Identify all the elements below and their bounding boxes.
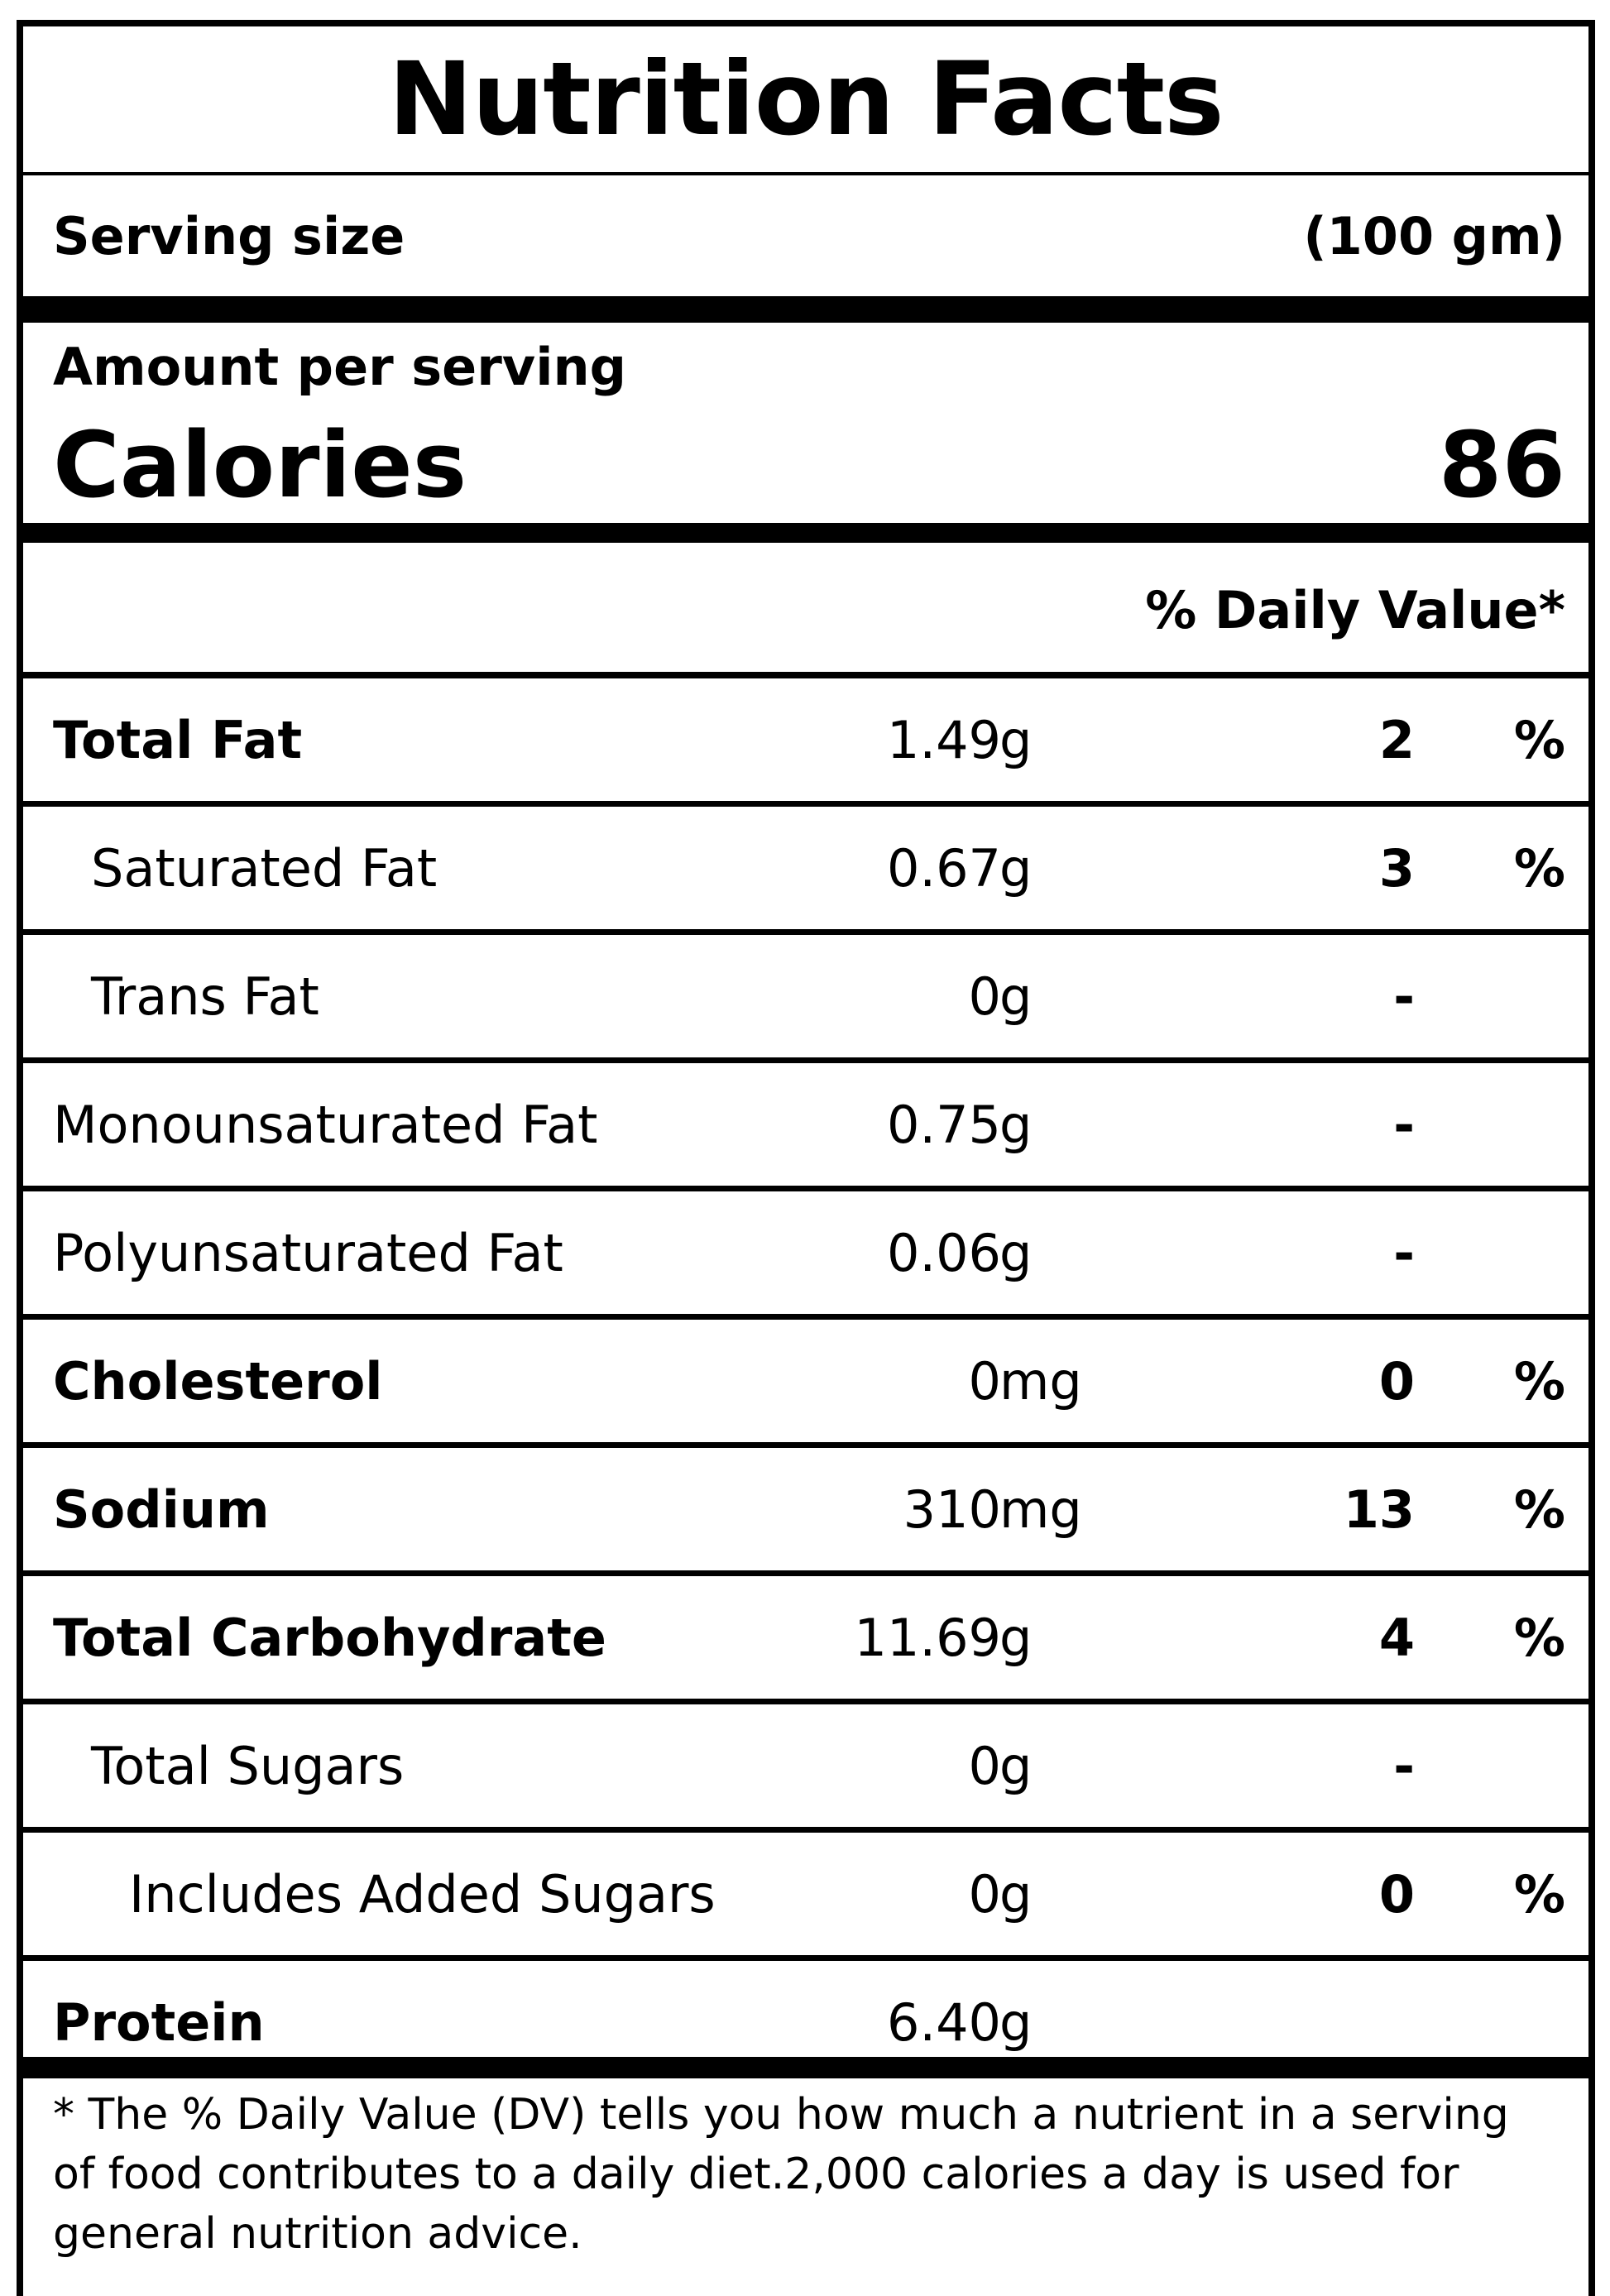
nutrient-unit: mg [999,1350,1082,1412]
nutrient-name: Monounsaturated Fat [53,1094,598,1155]
daily-value-number: - [1393,1222,1415,1283]
nutrient-row: Monounsaturated Fat 0.75 g - [23,1063,1588,1186]
nutrient-unit: g [999,1607,1033,1668]
daily-value-number: - [1393,1094,1415,1155]
nutrient-row: Polyunsaturated Fat 0.06 g - [23,1191,1588,1314]
nutrient-amount: 0 [968,1735,1001,1796]
nutrient-unit: mg [999,1479,1082,1540]
nutrient-amount: 0.06 [886,1222,1001,1283]
daily-value-percent-sign: % [1513,837,1565,899]
daily-value-percent-sign: % [1513,1863,1565,1925]
daily-value-number: 4 [1378,1607,1415,1668]
nutrient-unit: g [999,1992,1033,2053]
daily-value-number: - [1393,1735,1415,1796]
nutrient-amount: 0 [968,966,1001,1027]
nutrient-unit: g [999,709,1033,770]
daily-value-number: 0 [1378,1350,1415,1412]
nutrient-name: Total Carbohydrate [53,1607,606,1668]
divider-thin [23,1570,1588,1576]
serving-size-row: Serving size (100 gm) [23,175,1588,296]
calories-label: Calories [53,412,467,518]
nutrient-name: Total Fat [53,709,303,770]
divider-thin [23,1442,1588,1448]
daily-value-percent-sign: % [1513,709,1565,770]
daily-value-percent-sign: % [1513,1607,1565,1668]
nutrient-name: Polyunsaturated Fat [53,1222,563,1283]
nutrient-unit: g [999,837,1033,899]
daily-value-percent-sign: % [1513,1350,1565,1412]
nutrient-unit: g [999,1735,1033,1796]
nutrient-name: Cholesterol [53,1350,383,1412]
nutrient-amount: 0 [968,1350,1001,1412]
nutrient-row: Protein 6.40 g [23,1961,1588,2083]
nutrient-unit: g [999,1222,1033,1283]
serving-size-value: (100 gm) [1303,205,1565,266]
nutrient-name: Sodium [53,1479,270,1540]
divider-thick [23,2057,1588,2078]
daily-value-number: 2 [1378,709,1415,770]
footnote: * The % Daily Value (DV) tells you how m… [53,2090,1509,2259]
divider-thin [23,672,1588,678]
nutrient-amount: 310 [903,1479,1001,1540]
nutrient-row: Includes Added Sugars 0 g 0% [23,1833,1588,1955]
nutrient-amount: 0 [968,1863,1001,1925]
calories-row: Calories 86 [23,407,1588,523]
divider-thick [23,296,1588,323]
nutrient-row: Total Sugars 0 g - [23,1704,1588,1827]
label-title: Nutrition Facts [388,41,1224,158]
nutrient-row: Total Carbohydrate 11.69 g 4% [23,1576,1588,1699]
nutrient-row: Trans Fat 0 g - [23,935,1588,1057]
divider-thin [23,1827,1588,1833]
nutrient-unit: g [999,1863,1033,1925]
nutrition-label: Nutrition Facts Serving size (100 gm) Am… [17,20,1595,2296]
divider-thin [23,1186,1588,1191]
nutrient-name: Total Sugars [91,1735,405,1796]
amount-per-serving: Amount per serving [53,337,626,397]
divider-thin [23,1057,1588,1063]
divider-thin [23,801,1588,807]
nutrient-row: Total Fat 1.49 g 2% [23,678,1588,801]
divider-thin [23,172,1588,175]
nutrient-name: Protein [53,1992,265,2053]
nutrient-amount: 6.40 [886,1992,1001,2053]
divider-thin [23,1699,1588,1704]
divider-thin [23,1955,1588,1961]
daily-value-header: % Daily Value* [1145,579,1565,640]
nutrient-amount: 0.67 [886,837,1001,899]
nutrient-row: Cholesterol 0 mg 0% [23,1320,1588,1442]
nutrient-unit: g [999,966,1033,1027]
daily-value-percent-sign: % [1513,1479,1565,1540]
daily-value-number: 13 [1343,1479,1415,1540]
nutrient-unit: g [999,1094,1033,1155]
nutrient-name: Includes Added Sugars [129,1863,716,1925]
nutrient-name: Saturated Fat [91,837,438,899]
daily-value-number: 0 [1378,1863,1415,1925]
divider-medium [23,523,1588,543]
nutrient-row: Sodium 310 mg 13% [23,1448,1588,1570]
daily-value-number: - [1393,966,1415,1027]
calories-value: 86 [1438,412,1565,518]
divider-thin [23,929,1588,935]
daily-value-number: 3 [1378,837,1415,899]
nutrient-amount: 1.49 [886,709,1001,770]
serving-size-label: Serving size [53,205,405,266]
nutrient-amount: 11.69 [854,1607,1002,1668]
nutrient-row: Saturated Fat 0.67 g 3% [23,807,1588,929]
divider-thin [23,1314,1588,1320]
nutrient-amount: 0.75 [886,1094,1001,1155]
nutrient-name: Trans Fat [91,966,319,1027]
